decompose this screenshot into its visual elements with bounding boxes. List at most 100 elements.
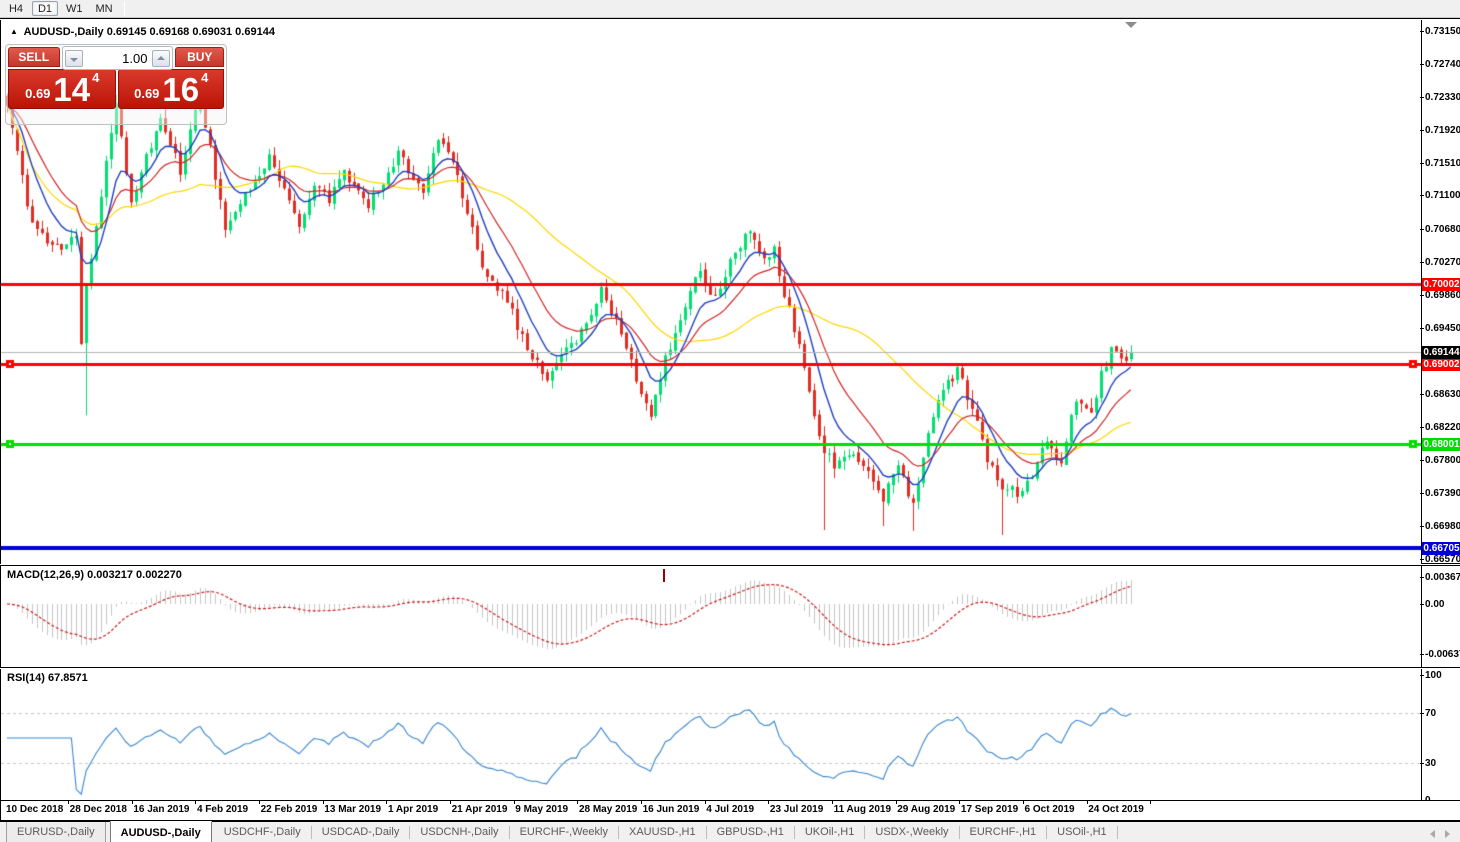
date-tick-label: 11 Aug 2019 — [833, 804, 892, 815]
sell-button[interactable]: SELL — [8, 47, 60, 67]
rsi-tick-label: 100 — [1420, 670, 1442, 681]
date-tick-label: 4 Jul 2019 — [706, 804, 755, 815]
tab-eurusd-daily[interactable]: EURUSD-,Daily — [6, 822, 106, 842]
chart-shift-marker-icon[interactable] — [1125, 22, 1137, 28]
price-tick-label: 0.67390 — [1419, 488, 1460, 500]
tab-ukoil-h1[interactable]: UKOil-,H1 — [804, 826, 855, 838]
price-tick-label: 0.68630 — [1419, 388, 1460, 400]
timeframe-button-h4[interactable]: H4 — [8, 3, 24, 15]
timeframe-button-w1[interactable]: W1 — [66, 3, 83, 15]
date-tick-label: 9 May 2019 — [515, 804, 569, 815]
timeframe-button-mn[interactable]: MN — [95, 3, 113, 15]
tab-separator — [1046, 826, 1048, 839]
sell-price-button[interactable]: 0.69 14 4 — [8, 69, 117, 109]
macd-axis-border — [1421, 566, 1422, 667]
date-tick — [1086, 801, 1088, 804]
tab-scroll-left-icon[interactable] — [1430, 830, 1435, 838]
one-click-trade-panel: SELL BUY 0.69 14 4 — [5, 44, 227, 125]
rsi-canvas[interactable] — [1, 669, 1421, 800]
tab-separator — [508, 826, 510, 839]
tab-usdchf-daily[interactable]: USDCHF-,Daily — [223, 826, 301, 838]
date-tick — [831, 801, 833, 804]
rsi-tick-label: 0 — [1420, 794, 1431, 807]
date-tick — [449, 801, 451, 804]
hline-price-label: 0.66705 — [1422, 542, 1460, 556]
tab-usdcnh-daily[interactable]: USDCNH-,Daily — [420, 826, 499, 838]
date-tick-label: 22 Feb 2019 — [260, 804, 318, 815]
tab-separator — [793, 826, 795, 839]
macd-vline-marker — [663, 569, 665, 582]
price-tick-label: 0.70680 — [1419, 224, 1460, 236]
tab-usdx-weekly[interactable]: USDX-,Weekly — [875, 826, 949, 838]
price-tick-label: 0.68220 — [1419, 421, 1460, 433]
date-tick-label: 17 Sep 2019 — [960, 804, 1019, 815]
date-tick — [577, 801, 579, 804]
tab-eurchf-weekly[interactable]: EURCHF-,Weekly — [519, 826, 608, 838]
rsi-label: RSI(14) 67.8571 — [7, 672, 88, 684]
date-tick-label: 1 Apr 2019 — [387, 804, 439, 815]
date-axis[interactable]: 10 Dec 2018 28 Dec 2018 16 Jan 2019 4 Feb 2… — [0, 801, 1460, 821]
rsi-tick-label: 30 — [1419, 758, 1437, 769]
chevron-up-icon — [157, 55, 166, 60]
price-tick-label: 0.69450 — [1419, 322, 1460, 334]
sell-price-prefix: 0.69 — [25, 86, 51, 101]
price-chart-canvas[interactable] — [1, 20, 1421, 564]
tab-separator — [310, 826, 312, 839]
macd-tick-label: 0.003674 — [1420, 571, 1460, 584]
volume-input[interactable] — [82, 50, 153, 66]
sell-price-point: 4 — [92, 70, 100, 85]
tab-scroll-right-icon[interactable] — [1445, 830, 1450, 838]
symbol-marker-icon: ▲ — [10, 27, 18, 36]
tab-separator — [409, 826, 411, 839]
tab-separator — [864, 826, 866, 839]
date-tick-label: 29 Aug 2019 — [897, 804, 956, 815]
price-axis-border — [1421, 20, 1422, 563]
macd-panel: MACD(12,26,9) 0.003217 0.002270 0.003674… — [0, 565, 1460, 668]
date-tick-label: 6 Oct 2019 — [1024, 804, 1075, 815]
volume-increase-button[interactable] — [152, 49, 171, 67]
buy-price-point: 4 — [201, 70, 209, 85]
price-tick-label: 0.71920 — [1419, 124, 1460, 136]
date-tick-label: 10 Dec 2018 — [6, 804, 64, 815]
date-tick-label: 28 Dec 2018 — [69, 804, 127, 815]
rsi-tick-label: 70 — [1419, 708, 1437, 719]
volume-decrease-button[interactable] — [64, 49, 83, 67]
price-tick-label: 0.72330 — [1419, 91, 1460, 103]
tab-usoil-h1[interactable]: USOil-,H1 — [1057, 826, 1107, 838]
macd-label: MACD(12,26,9) 0.003217 0.002270 — [7, 569, 182, 581]
tab-xauusd-h1[interactable]: XAUUSD-,H1 — [628, 826, 696, 838]
buy-price-pips: 16 — [162, 71, 200, 108]
tab-audusd-daily[interactable]: AUDUSD-,Daily — [109, 821, 212, 842]
date-tick — [386, 801, 388, 804]
date-tick — [768, 801, 770, 804]
date-tick-label: 4 Feb 2019 — [196, 804, 249, 815]
date-tick — [704, 801, 706, 804]
timeframe-button-d1[interactable]: D1 — [32, 1, 58, 16]
date-tick-label: 28 May 2019 — [578, 804, 638, 815]
tab-eurchf-h1[interactable]: EURCHF-,H1 — [969, 826, 1037, 838]
date-tick — [959, 801, 961, 804]
buy-button[interactable]: BUY — [175, 47, 225, 67]
tab-separator — [958, 826, 960, 839]
date-tick-label: 13 Mar 2019 — [324, 804, 382, 815]
date-tick — [68, 801, 69, 804]
date-tick-label: 16 Jun 2019 — [642, 804, 700, 815]
date-tick — [1150, 801, 1152, 804]
tab-gbpusd-h1[interactable]: GBPUSD-,H1 — [716, 826, 784, 838]
macd-tick-label: 0.00 — [1419, 599, 1445, 610]
price-tick-label: 0.72740 — [1419, 58, 1460, 70]
price-tick-label: 0.71510 — [1419, 157, 1460, 169]
tab-separator — [617, 826, 619, 839]
tab-separator — [705, 826, 707, 839]
date-tick — [131, 801, 133, 804]
chart-window: ▲ AUDUSD-,Daily 0.69145 0.69168 0.69031 … — [0, 18, 1460, 842]
rsi-axis-border — [1421, 669, 1422, 800]
tab-usdcad-daily[interactable]: USDCAD-,Daily — [321, 826, 400, 838]
date-tick — [895, 801, 897, 804]
macd-tick-label: -0.006378 — [1419, 648, 1460, 661]
date-tick — [513, 801, 515, 804]
price-tick-label: 0.66570 — [1419, 553, 1460, 565]
buy-price-button[interactable]: 0.69 16 4 — [118, 69, 224, 109]
price-tick-label: 0.66980 — [1419, 521, 1460, 533]
macd-canvas[interactable] — [1, 566, 1421, 667]
